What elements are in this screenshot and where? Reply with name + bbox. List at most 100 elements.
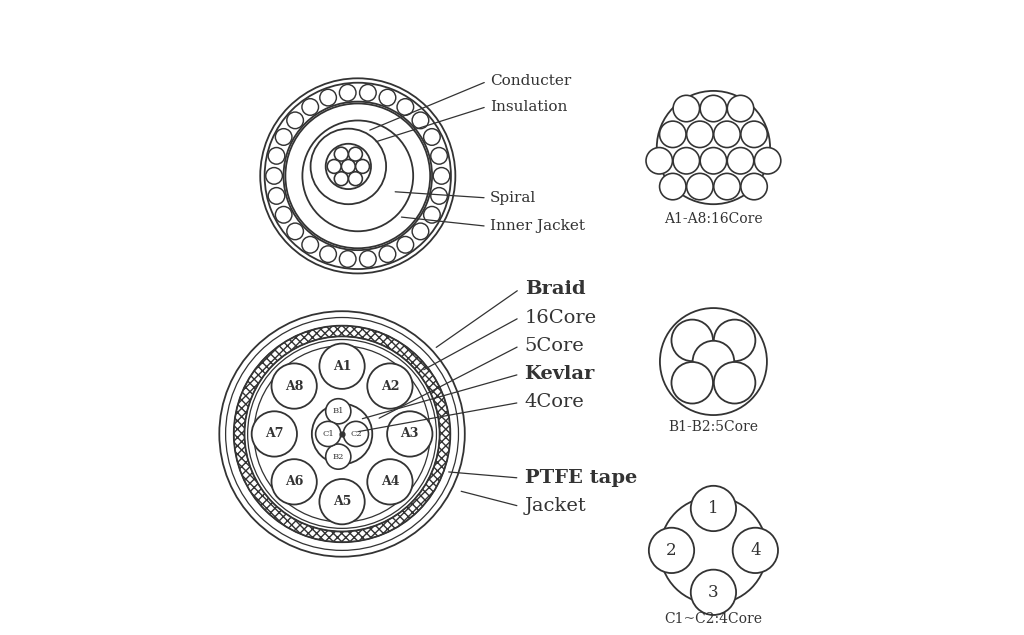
Circle shape: [727, 147, 754, 174]
Circle shape: [348, 172, 362, 185]
Circle shape: [379, 90, 396, 106]
Circle shape: [397, 98, 414, 116]
Circle shape: [302, 236, 318, 253]
Circle shape: [714, 319, 756, 361]
Circle shape: [310, 129, 386, 204]
Text: C1: C1: [323, 430, 334, 438]
Circle shape: [268, 147, 285, 164]
Circle shape: [424, 206, 440, 223]
Circle shape: [219, 311, 465, 557]
Text: A1: A1: [333, 359, 351, 373]
Circle shape: [412, 223, 429, 239]
Circle shape: [254, 346, 430, 522]
Circle shape: [271, 363, 316, 409]
Circle shape: [334, 172, 348, 185]
Circle shape: [700, 147, 727, 174]
Circle shape: [355, 159, 370, 173]
Circle shape: [656, 91, 770, 204]
Text: B1: B1: [333, 407, 344, 415]
Circle shape: [268, 187, 285, 204]
Circle shape: [691, 486, 736, 531]
Circle shape: [368, 459, 413, 504]
Circle shape: [359, 251, 376, 267]
Text: 16Core: 16Core: [524, 309, 597, 326]
Circle shape: [740, 121, 767, 147]
Circle shape: [275, 206, 292, 223]
Circle shape: [659, 497, 767, 604]
Circle shape: [339, 251, 356, 267]
Circle shape: [252, 411, 297, 457]
Text: 4Core: 4Core: [524, 394, 585, 411]
Circle shape: [700, 95, 727, 122]
Circle shape: [319, 344, 365, 389]
Circle shape: [302, 121, 413, 231]
Wedge shape: [264, 83, 451, 269]
Circle shape: [271, 459, 316, 504]
Text: 1: 1: [709, 500, 719, 517]
Circle shape: [379, 246, 396, 262]
Circle shape: [433, 168, 450, 184]
Circle shape: [714, 173, 740, 200]
Circle shape: [424, 129, 440, 145]
Circle shape: [692, 341, 734, 382]
Circle shape: [339, 84, 356, 101]
Circle shape: [287, 112, 303, 129]
Circle shape: [646, 147, 673, 174]
Text: B2: B2: [333, 453, 344, 460]
Circle shape: [287, 223, 303, 239]
Text: A4: A4: [381, 476, 399, 488]
Text: PTFE tape: PTFE tape: [524, 469, 637, 487]
Circle shape: [343, 422, 369, 446]
Text: Inner Jacket: Inner Jacket: [489, 219, 585, 233]
Circle shape: [714, 121, 740, 147]
Circle shape: [368, 363, 413, 409]
Circle shape: [326, 444, 351, 469]
Circle shape: [673, 147, 699, 174]
Circle shape: [649, 528, 694, 573]
Text: Conducter: Conducter: [489, 74, 571, 88]
Text: C1~C2:4Core: C1~C2:4Core: [665, 612, 763, 626]
Circle shape: [687, 121, 713, 147]
Circle shape: [326, 399, 351, 424]
Circle shape: [348, 147, 362, 161]
Text: Spiral: Spiral: [489, 191, 537, 205]
Circle shape: [714, 362, 756, 403]
Circle shape: [740, 173, 767, 200]
Wedge shape: [233, 326, 451, 542]
Text: 2: 2: [667, 542, 677, 559]
Text: Braid: Braid: [524, 280, 585, 298]
Circle shape: [286, 104, 430, 248]
Circle shape: [673, 95, 699, 122]
Circle shape: [275, 129, 292, 145]
Circle shape: [334, 147, 348, 161]
Circle shape: [326, 144, 371, 189]
Circle shape: [691, 570, 736, 615]
Circle shape: [659, 308, 767, 415]
Circle shape: [312, 404, 373, 464]
Text: 4: 4: [750, 542, 761, 559]
Circle shape: [319, 246, 337, 262]
Text: A7: A7: [265, 427, 284, 441]
Circle shape: [319, 90, 337, 106]
Circle shape: [727, 95, 754, 122]
Circle shape: [659, 173, 686, 200]
Circle shape: [672, 319, 713, 361]
Text: A6: A6: [285, 476, 303, 488]
Circle shape: [359, 84, 376, 101]
Circle shape: [755, 147, 781, 174]
Circle shape: [412, 112, 429, 129]
Circle shape: [248, 340, 436, 528]
Text: A8: A8: [285, 380, 303, 392]
Text: 3: 3: [709, 584, 719, 601]
Text: Kevlar: Kevlar: [524, 365, 595, 383]
Text: Jacket: Jacket: [524, 497, 587, 516]
Text: A2: A2: [381, 380, 399, 392]
Circle shape: [733, 528, 778, 573]
Circle shape: [315, 422, 341, 446]
Circle shape: [687, 173, 713, 200]
Circle shape: [672, 362, 713, 403]
Text: B1-B2:5Core: B1-B2:5Core: [669, 420, 759, 434]
Circle shape: [431, 187, 447, 204]
Text: A5: A5: [333, 495, 351, 508]
Circle shape: [659, 121, 686, 147]
